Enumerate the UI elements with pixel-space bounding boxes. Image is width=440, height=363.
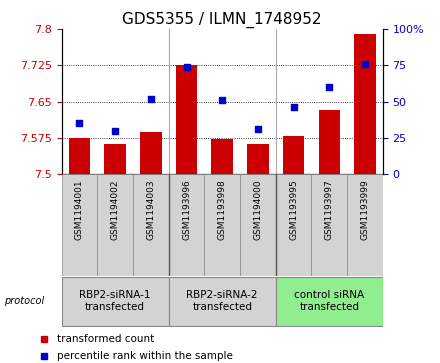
Point	[254, 126, 261, 132]
Text: control siRNA
transfected: control siRNA transfected	[294, 290, 364, 313]
Text: RBP2-siRNA-1
transfected: RBP2-siRNA-1 transfected	[79, 290, 151, 313]
Point	[112, 128, 119, 134]
Text: GSM1193996: GSM1193996	[182, 179, 191, 240]
Bar	[176, 65, 197, 174]
Text: GSM1194000: GSM1194000	[253, 179, 262, 240]
Text: protocol: protocol	[4, 296, 44, 306]
Bar	[69, 138, 90, 174]
Text: GSM1194002: GSM1194002	[110, 179, 120, 240]
Bar	[212, 139, 233, 174]
Text: GSM1193998: GSM1193998	[218, 179, 227, 240]
Bar	[104, 144, 126, 174]
Text: GSM1193997: GSM1193997	[325, 179, 334, 240]
Bar	[169, 277, 276, 326]
Bar	[283, 136, 304, 174]
Bar	[62, 174, 97, 276]
Bar	[354, 34, 376, 174]
Bar	[319, 110, 340, 174]
Bar	[133, 174, 169, 276]
Bar	[240, 174, 276, 276]
Text: RBP2-siRNA-2
transfected: RBP2-siRNA-2 transfected	[187, 290, 258, 313]
Bar	[312, 174, 347, 276]
Bar	[276, 174, 312, 276]
Text: GSM1194001: GSM1194001	[75, 179, 84, 240]
Bar	[276, 277, 383, 326]
Text: GSM1193995: GSM1193995	[289, 179, 298, 240]
Point	[76, 121, 83, 126]
Text: GSM1194003: GSM1194003	[147, 179, 155, 240]
Point	[219, 97, 226, 103]
Bar	[62, 277, 169, 326]
Bar	[140, 132, 161, 174]
Point	[326, 84, 333, 90]
Text: transformed count: transformed count	[57, 334, 154, 344]
Bar	[247, 144, 268, 174]
Point	[361, 61, 368, 67]
Bar	[97, 174, 133, 276]
Bar	[169, 174, 204, 276]
Point	[290, 105, 297, 110]
Point	[147, 96, 154, 102]
Bar	[204, 174, 240, 276]
Bar	[347, 174, 383, 276]
Text: percentile rank within the sample: percentile rank within the sample	[57, 351, 233, 361]
Title: GDS5355 / ILMN_1748952: GDS5355 / ILMN_1748952	[122, 12, 322, 28]
Text: GSM1193999: GSM1193999	[360, 179, 370, 240]
Point	[183, 64, 190, 70]
